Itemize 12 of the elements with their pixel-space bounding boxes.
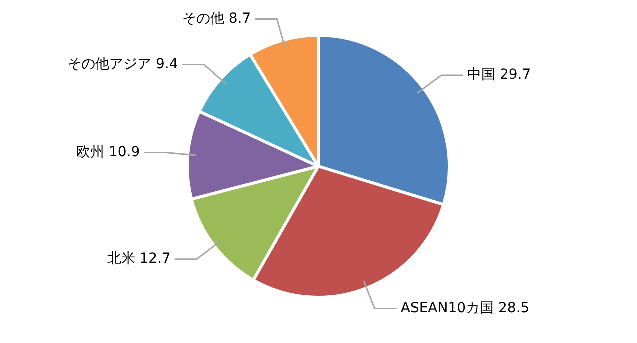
data-label: 9.4	[156, 56, 178, 72]
slice-label: 北米	[107, 251, 136, 268]
data-label: 28.5	[498, 300, 530, 316]
data-label: 12.7	[140, 251, 171, 268]
slice-label: 欧州	[76, 144, 104, 160]
slice-label: 中国	[468, 67, 496, 84]
slice-label: その他	[182, 10, 224, 27]
data-label: 29.7	[500, 67, 532, 84]
data-label: 8.7	[228, 10, 252, 27]
slice-label: ASEAN10カ国	[400, 300, 494, 316]
slice-label: その他アジア	[68, 56, 152, 72]
data-label: 10.9	[108, 144, 140, 160]
